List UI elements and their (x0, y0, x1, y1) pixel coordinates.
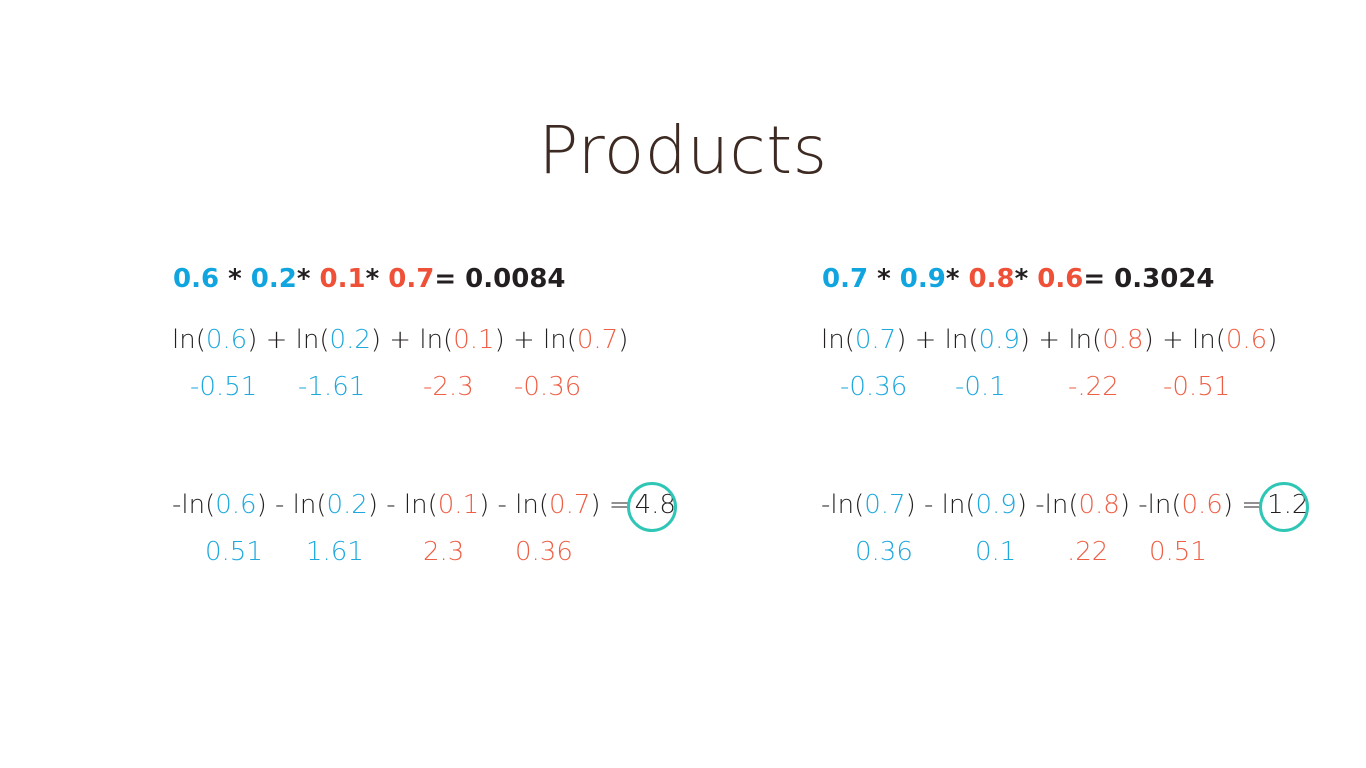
left-product-star-3: * (365, 264, 380, 294)
right-ln-part-4: ) (1267, 325, 1278, 355)
right-ln-value: -.22 (1068, 372, 1119, 402)
right-ln-d: 0.6 (1225, 325, 1268, 355)
left-neg-d: 0.7 (549, 490, 591, 520)
right-product-star-2: * (945, 264, 960, 294)
right-ln-value: -0.1 (955, 372, 1006, 402)
right-neg-value: 0.36 (855, 537, 913, 567)
right-ln-part-2: ) + ln( (1019, 325, 1103, 355)
left-circled-result: 4.8 (626, 482, 680, 532)
left-product-a: 0.6 (173, 264, 220, 294)
right-ln-b: 0.9 (978, 325, 1020, 355)
right-neg-a: 0.7 (864, 490, 906, 520)
right-neg-value: 0.1 (975, 537, 1017, 567)
right-neg-b: 0.9 (975, 490, 1017, 520)
left-ln-d: 0.7 (576, 325, 619, 355)
left-neg-a: 0.6 (215, 490, 257, 520)
left-product-star-1: * (228, 264, 242, 294)
left-ln-sum: ln(0.6) + ln(0.2) + ln(0.1) + ln(0.7) (172, 325, 628, 355)
left-product-b: 0.2 (250, 264, 297, 294)
left-neg-c: 0.1 (437, 490, 480, 520)
left-ln-part-1: ) + ln( (247, 325, 330, 355)
left-ln-value: -1.61 (298, 372, 366, 402)
left-ln-value: -2.3 (423, 372, 474, 402)
left-ln-c: 0.1 (453, 325, 495, 355)
right-neg-part-1: ) - ln( (905, 490, 976, 520)
right-ln-part-0: ln( (821, 325, 855, 355)
right-ln-part-1: ) + ln( (896, 325, 979, 355)
slide-title: Products (538, 112, 828, 189)
right-product-c: 0.8 (968, 264, 1015, 294)
left-ln-part-3: ) + ln( (494, 325, 577, 355)
left-product-equation: 0.6 * 0.2* 0.1* 0.7= 0.0084 (173, 264, 566, 294)
right-product-star-1: * (877, 264, 891, 294)
right-ln-sum: ln(0.7) + ln(0.9) + ln(0.8) + ln(0.6) (821, 325, 1277, 355)
left-product-result: = 0.0084 (434, 264, 566, 294)
left-ln-a: 0.6 (205, 325, 248, 355)
left-ln-value: -0.51 (190, 372, 258, 402)
left-neg-ln-sum: -ln(0.6) - ln(0.2) - ln(0.1) - ln(0.7) =… (172, 482, 680, 532)
left-neg-part-2: ) - ln( (367, 490, 438, 520)
right-ln-value: -0.51 (1163, 372, 1231, 402)
left-neg-value: 0.36 (515, 537, 573, 567)
right-product-a: 0.7 (822, 264, 869, 294)
right-neg-d: 0.6 (1181, 490, 1223, 520)
right-neg-part-0: -ln( (821, 490, 865, 520)
right-neg-part-3: ) -ln( (1119, 490, 1182, 520)
left-neg-part-3: ) - ln( (479, 490, 550, 520)
right-neg-part-4: ) = (1222, 490, 1264, 520)
left-product-c: 0.1 (319, 264, 366, 294)
left-ln-part-4: ) (618, 325, 629, 355)
right-product-equation: 0.7 * 0.9* 0.8* 0.6= 0.3024 (822, 264, 1215, 294)
right-ln-a: 0.7 (854, 325, 897, 355)
left-neg-value: 1.61 (306, 537, 364, 567)
left-ln-part-0: ln( (172, 325, 206, 355)
left-neg-part-4: ) = (590, 490, 631, 520)
right-product-b: 0.9 (899, 264, 946, 294)
left-product-star-2: * (296, 264, 311, 294)
left-ln-value: -0.36 (514, 372, 582, 402)
right-neg-ln-sum: -ln(0.7) - ln(0.9) -ln(0.8) -ln(0.6) = 1.… (821, 482, 1312, 532)
right-neg-value: 0.51 (1149, 537, 1207, 567)
right-ln-value: -0.36 (840, 372, 908, 402)
right-circled-result: 1.2 (1259, 482, 1312, 532)
right-ln-part-3: ) + ln( (1143, 325, 1226, 355)
right-product-d: 0.6 (1037, 264, 1084, 294)
left-neg-value: 0.51 (205, 537, 263, 567)
left-neg-part-1: ) - ln( (256, 490, 327, 520)
left-ln-part-2: ) + ln( (370, 325, 454, 355)
right-neg-part-2: ) -ln( (1016, 490, 1079, 520)
right-ln-c: 0.8 (1102, 325, 1144, 355)
left-neg-value: 2.3 (423, 537, 465, 567)
right-neg-value: .22 (1067, 537, 1109, 567)
right-product-result: = 0.3024 (1083, 264, 1215, 294)
right-neg-c: 0.8 (1078, 490, 1120, 520)
right-product-star-3: * (1014, 264, 1029, 294)
left-neg-part-0: -ln( (172, 490, 216, 520)
left-neg-b: 0.2 (326, 490, 368, 520)
left-product-d: 0.7 (388, 264, 435, 294)
left-ln-b: 0.2 (329, 325, 371, 355)
